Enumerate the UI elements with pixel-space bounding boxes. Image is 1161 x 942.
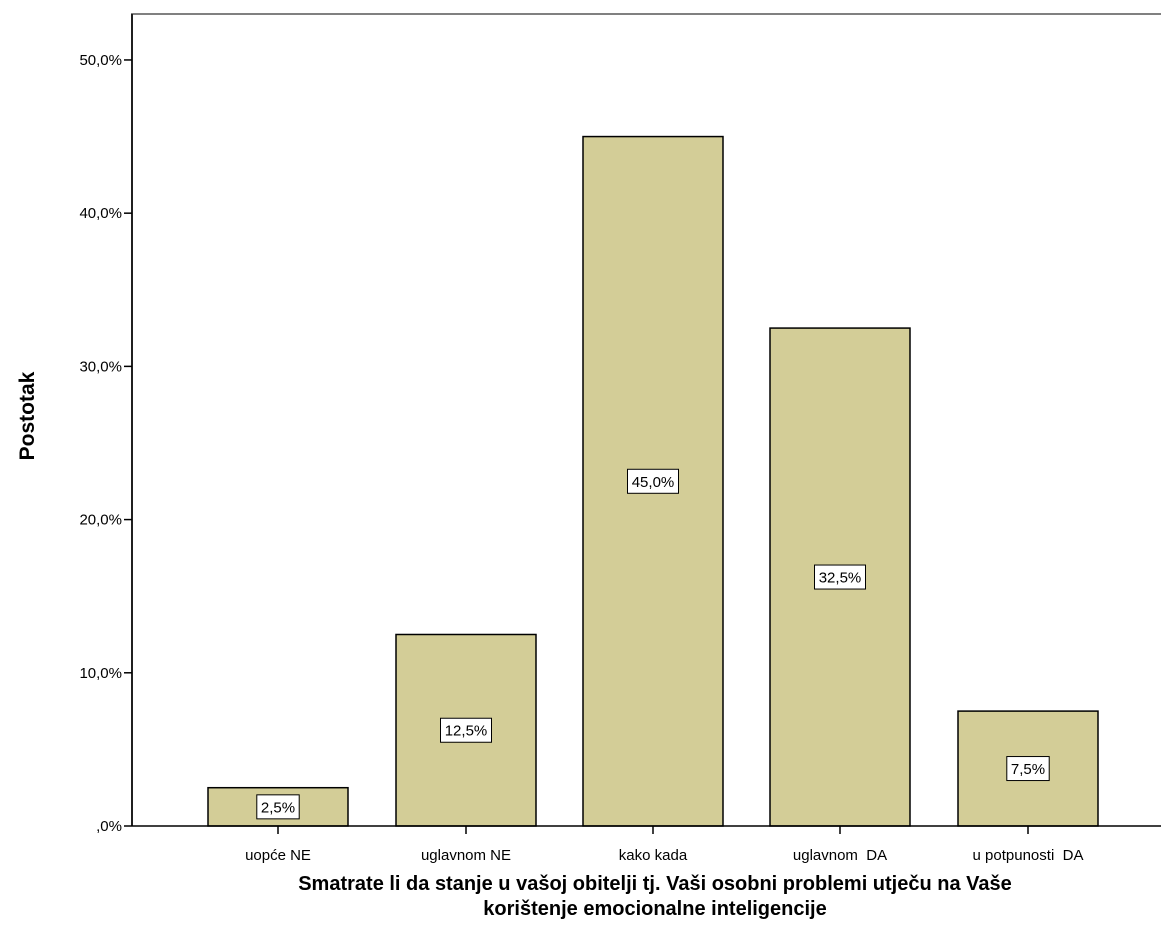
data-label-text-2: 45,0% [632, 474, 675, 491]
data-label-0: 2,5% [256, 794, 300, 820]
x-tick-label-1: uglavnom NE [421, 847, 511, 864]
x-axis-title-line-0: Smatrate li da stanje u vašoj obitelji t… [298, 873, 1012, 895]
data-labels: 2,5% 12,5% 45,0% 32,5% 7,5% [256, 468, 1050, 820]
data-label-box-2 [627, 468, 679, 494]
x-tick-label-2: kako kada [619, 847, 688, 864]
data-label-3: 32,5% [814, 564, 866, 590]
data-label-box-4 [1006, 756, 1050, 782]
data-label-box-3 [814, 564, 866, 590]
data-label-2: 45,0% [627, 468, 679, 494]
x-axis-title-line-1: korištenje emocionalne inteligencije [483, 898, 826, 920]
x-axis-ticks: uopće NE uglavnom NE kako kada uglavnom DA u… [245, 826, 1083, 864]
y-tick-label-0: ,0% [96, 818, 122, 835]
y-tick-label-2: 20,0% [79, 512, 122, 529]
axes [131, 14, 1161, 827]
y-tick-label-5: 50,0% [79, 52, 122, 69]
data-label-box-0 [256, 794, 300, 820]
y-tick-label-4: 40,0% [79, 205, 122, 222]
data-label-1: 12,5% [440, 717, 492, 743]
x-tick-label-3: uglavnom DA [793, 847, 887, 864]
x-axis-title: Smatrate li da stanje u vašoj obitelji t… [298, 873, 1012, 920]
data-label-text-1: 12,5% [445, 723, 488, 740]
x-tick-label-0: uopće NE [245, 847, 311, 864]
data-label-text-4: 7,5% [1011, 761, 1045, 778]
y-tick-label-3: 30,0% [79, 358, 122, 375]
data-label-text-3: 32,5% [819, 570, 862, 587]
y-axis-ticks: ,0% 10,0% 20,0% 30,0% 40,0% 50,0% [79, 52, 132, 835]
data-label-4: 7,5% [1006, 756, 1050, 782]
y-tick-label-1: 10,0% [79, 665, 122, 682]
x-tick-label-4: u potpunosti DA [973, 847, 1084, 864]
data-label-box-1 [440, 717, 492, 743]
data-label-text-0: 2,5% [261, 799, 295, 816]
y-axis-title: Postotak [16, 371, 39, 460]
